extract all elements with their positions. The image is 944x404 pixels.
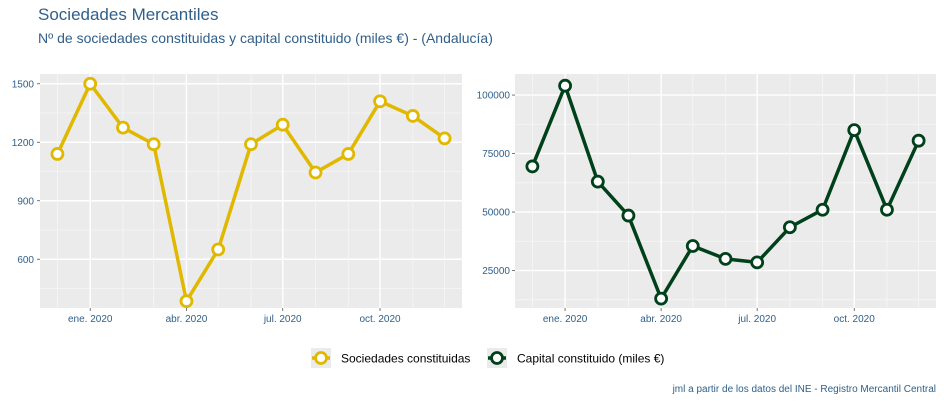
data-point (911, 133, 926, 148)
x-tick-label: jul. 2020 (737, 314, 776, 325)
legend-label: Sociedades constituidas (341, 352, 470, 366)
data-point (341, 147, 356, 161)
x-tick-label: jul. 2020 (263, 314, 302, 325)
x-tick-label: oct. 2020 (834, 314, 876, 325)
y-tick-label: 1200 (12, 138, 35, 149)
data-point (308, 165, 323, 180)
legend-key-marker (490, 351, 504, 365)
x-tick-label: abr. 2020 (640, 314, 682, 325)
data-point (718, 251, 733, 266)
y-tick-label: 1500 (12, 79, 35, 90)
y-tick-label: 600 (17, 255, 34, 266)
data-point (815, 202, 830, 217)
data-point (179, 294, 194, 309)
y-tick-label: 50000 (482, 208, 510, 219)
x-tick-label: abr. 2020 (166, 314, 208, 325)
data-point (782, 220, 797, 235)
data-point (847, 123, 862, 138)
y-tick-label: 25000 (482, 266, 510, 277)
legend: Sociedades constituidas Capital constitui… (311, 348, 664, 368)
data-point (405, 109, 420, 123)
data-point (83, 76, 98, 91)
source-caption: jml a partir de los datos del INE - Regi… (672, 384, 936, 395)
legend-label: Capital constituido (miles €) (517, 352, 664, 366)
chart-panel-1: 600 900 1200 1500 ene. 2020 abr. 2020 jul. 202… (12, 74, 462, 325)
y-tick-label: 75000 (482, 149, 510, 160)
data-point (437, 131, 452, 146)
x-tick-label: oct. 2020 (359, 314, 401, 325)
data-point (685, 239, 700, 253)
chart-title: Sociedades Mercantiles (38, 5, 219, 24)
y-tick-label: 900 (17, 196, 34, 207)
data-point (558, 78, 572, 93)
data-point (525, 159, 540, 174)
chart-subtitle: Nº de sociedades constituidas y capital … (38, 30, 493, 46)
data-point (244, 137, 258, 152)
data-point (116, 120, 130, 135)
chart-panel-2: 25000 50000 75000 100000 ene. 2020 abr. 2020 j… (477, 74, 936, 325)
y-tick-label: 100000 (477, 91, 511, 102)
x-tick-label: ene. 2020 (68, 314, 113, 325)
data-point (373, 94, 387, 109)
data-point (750, 255, 765, 270)
data-point (50, 147, 65, 161)
data-point (654, 291, 669, 306)
data-point (880, 202, 894, 217)
data-point (211, 242, 226, 257)
x-tick-label: ene. 2020 (543, 314, 588, 325)
data-point (146, 137, 161, 152)
data-point (621, 208, 636, 223)
legend-key-marker (314, 351, 328, 365)
data-point (275, 117, 290, 132)
data-point (590, 174, 605, 189)
